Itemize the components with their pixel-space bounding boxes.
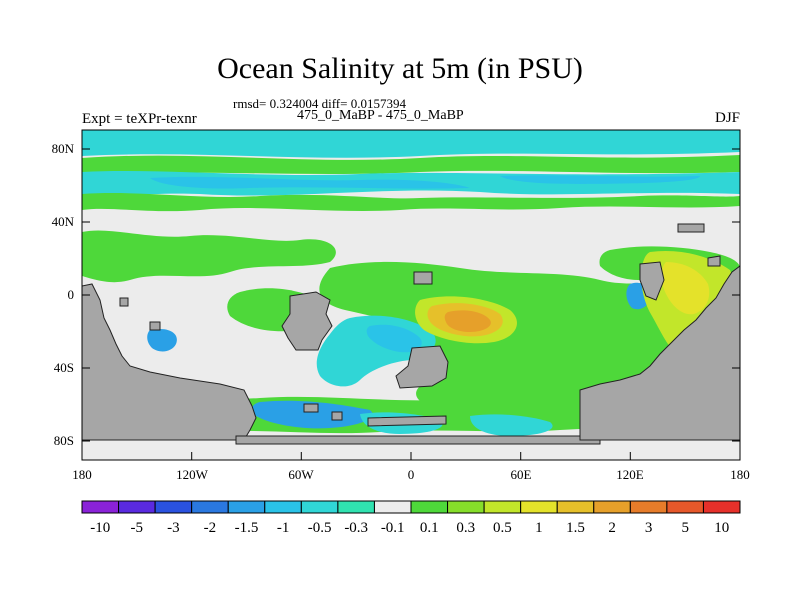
colorbar-box (410, 500, 449, 514)
land-islet-1 (303, 403, 319, 413)
colorbar-label: -0.3 (344, 520, 369, 536)
colorbar-box (264, 500, 302, 514)
x-tick-label-180w: 180 (72, 467, 92, 482)
colorbar-label: -3 (167, 520, 180, 536)
y-tick-label-40s: 40S (53, 360, 74, 375)
land-islet-3 (119, 297, 129, 307)
plot-title: Ocean Salinity at 5m (in PSU) (217, 52, 583, 85)
colorbar-box (447, 500, 485, 514)
colorbar-box (520, 500, 558, 514)
land-island-south-atlantic (395, 345, 449, 389)
yellow-core-east (661, 262, 710, 315)
land-east-continent (579, 265, 740, 441)
colorbar-label: 0.3 (456, 520, 476, 536)
land-antarctica (235, 435, 601, 445)
southern-blue-patch-west (252, 400, 373, 429)
experiment-label: Expt = teXPr-texnr (82, 111, 197, 127)
x-tick-label-60e: 60E (510, 467, 532, 482)
subpolar-band-cyan (150, 176, 470, 189)
land-island-mid (281, 291, 333, 351)
colorbar-label: -0.1 (380, 520, 405, 536)
colorbar-label: -10 (90, 520, 111, 536)
colorbar-label: 5 (681, 520, 689, 536)
colorbar-label: -5 (130, 520, 144, 536)
x-tick-label-180e: 180 (730, 467, 750, 482)
colorbar-box (373, 500, 412, 514)
colorbar-box (81, 500, 120, 514)
x-axis-ticks (81, 452, 741, 460)
map-field (82, 130, 740, 460)
x-tick-label-120w: 120W (176, 467, 208, 482)
colorbar (81, 500, 741, 514)
subpolar-band-green (82, 155, 740, 176)
colorbar-box (337, 500, 375, 514)
land-shelf (367, 415, 447, 427)
tropical-green-west (82, 230, 336, 283)
colorbar-box (556, 500, 595, 514)
colorbar-box (154, 500, 193, 514)
blue-patch-west-pacific (147, 328, 177, 352)
land-islet-4 (149, 321, 161, 331)
colorbar-label: 3 (644, 520, 653, 536)
stats-line: rmsd= 0.324004 diff= 0.0157394 (233, 96, 406, 111)
land-island-north (677, 223, 705, 233)
x-tick-label-120e: 120E (616, 467, 644, 482)
y-tick-label-40n: 40N (51, 214, 74, 229)
land-islet-5 (707, 255, 721, 267)
season-label: DJF (714, 110, 740, 126)
colorbar-box (666, 500, 704, 514)
y-tick-label-80n: 80N (51, 141, 74, 156)
subpolar-band-cyan-east (500, 175, 700, 184)
warm-anomaly-core (444, 310, 491, 332)
colorbar-label: 1.5 (566, 520, 585, 536)
cyan-patch-south-atlantic (366, 324, 422, 353)
x-tick-label-0: 0 (407, 467, 415, 482)
land-islet-2 (331, 411, 343, 421)
southern-teal-patch-east (470, 414, 553, 436)
y-tick-label-80s: 80S (53, 433, 74, 448)
colorbar-box (629, 500, 668, 514)
colorbar-box (702, 500, 741, 514)
colorbar-box (118, 500, 156, 514)
colorbar-label: 0.5 (493, 520, 512, 536)
plot-subtitle: 475_0_MaBP - 475_0_MaBP (297, 108, 464, 123)
land-south-america-west (82, 283, 257, 441)
arctic-band (82, 130, 740, 158)
colorbar-box (593, 500, 631, 514)
y-axis-ticks (82, 148, 740, 442)
colorbar-box (300, 500, 339, 514)
colorbar-box (191, 500, 229, 514)
colorbar-label: 1 (535, 520, 543, 536)
colorbar-label: 10 (714, 520, 730, 536)
y-tick-label-0: 0 (67, 287, 75, 302)
colorbar-box (483, 500, 522, 514)
colorbar-label: 2 (608, 520, 616, 536)
x-tick-label-60w: 60W (288, 467, 314, 482)
colorbar-label: -1.5 (234, 520, 259, 536)
colorbar-label: -0.5 (307, 520, 332, 536)
land-island-small (413, 271, 433, 285)
colorbar-label: -2 (203, 520, 217, 536)
colorbar-label: -1 (276, 520, 290, 536)
land-island-east (639, 261, 665, 301)
midlat-band-green (82, 193, 740, 212)
colorbar-box (227, 500, 266, 514)
colorbar-label: 0.1 (419, 520, 439, 536)
